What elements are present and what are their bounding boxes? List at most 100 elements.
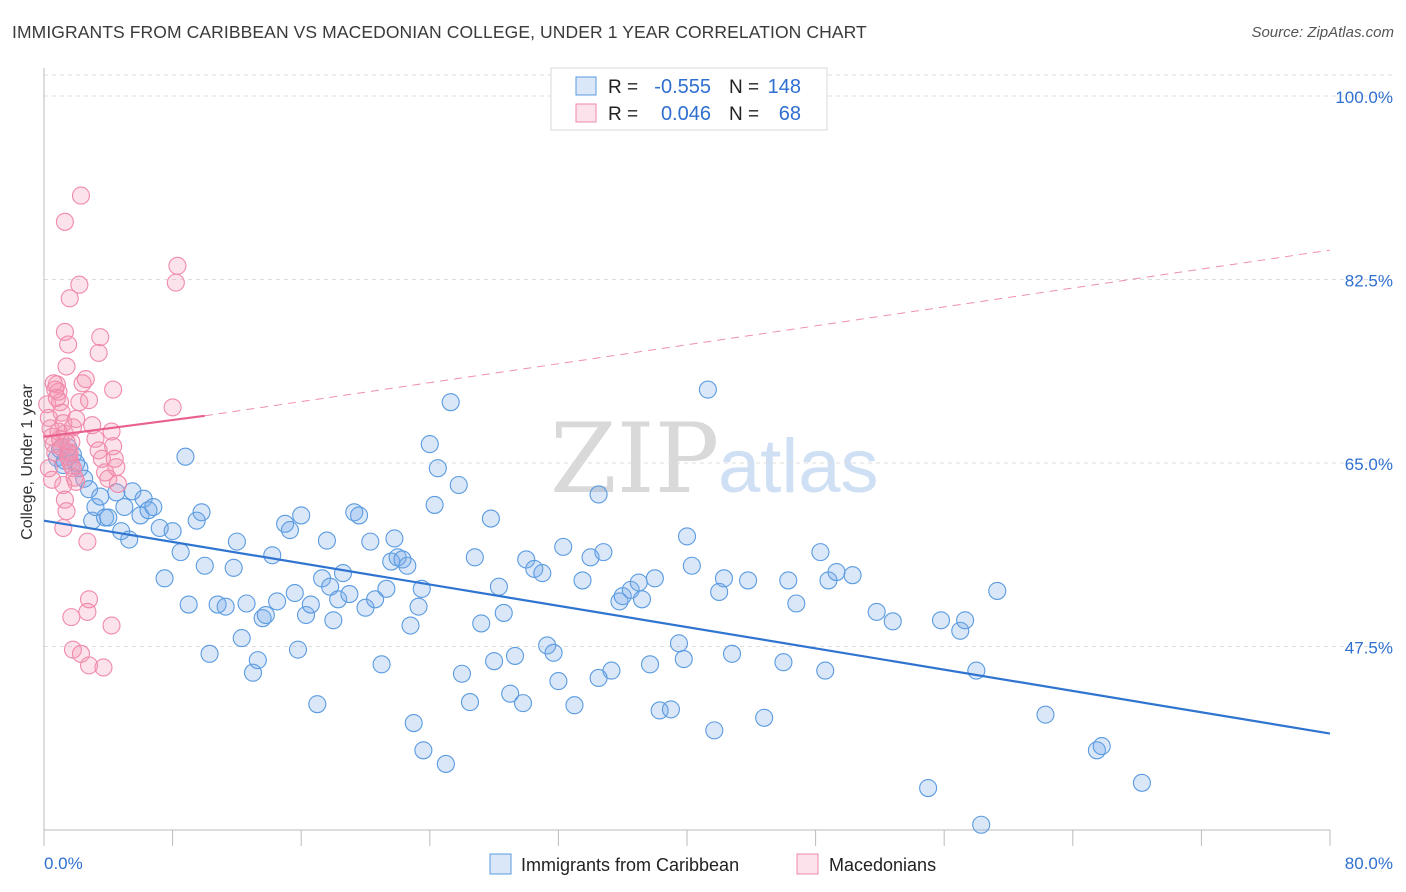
legend-r-value: 0.046 [661,103,711,125]
caribbean-point [525,559,544,578]
macedonian-point [92,449,111,468]
caribbean-point [288,640,308,659]
caribbean-point [192,503,211,522]
caribbean-point [919,779,938,798]
caribbean-point [602,661,621,680]
caribbean-point [366,590,385,609]
macedonian-point [104,380,123,399]
caribbean-point [494,603,513,622]
caribbean-point [843,566,862,585]
caribbean-point [372,655,391,674]
caribbean-point [533,564,552,583]
caribbean-point [280,521,299,540]
caribbean-point [705,721,724,740]
macedonian-point [76,370,95,389]
caribbean-point [698,380,717,399]
caribbean-point [669,634,689,653]
legend-r-label: R = [608,104,638,125]
caribbean-point [200,644,219,663]
legend-swatch-caribbean [489,853,512,875]
caribbean-point [827,562,846,582]
caribbean-point [513,694,533,713]
macedonian-point [67,409,86,428]
y-tick-label: 47.5% [1345,638,1393,657]
caribbean-point [385,529,404,548]
caribbean-point [661,700,680,719]
caribbean-point [224,558,243,577]
chart-title: IMMIGRANTS FROM CARIBBEAN VS MACEDONIAN … [12,22,867,42]
caribbean-point [301,595,320,614]
caribbean-point [883,612,902,631]
caribbean-point [248,651,267,670]
legend-swatch-caribbean [575,76,597,96]
watermark-zip: ZIP [550,403,719,515]
caribbean-point [176,447,195,466]
legend-swatch-macedonian [796,853,819,875]
caribbean-point [1036,705,1055,724]
macedonian-point [60,289,79,308]
caribbean-point [441,393,460,412]
caribbean-point [1132,773,1151,792]
source-label: Source: ZipAtlas.com [1251,24,1394,41]
macedonian-point [63,640,82,659]
caribbean-point [414,741,433,760]
caribbean-point [481,509,500,528]
caribbean-point [232,629,251,648]
macedonian-point [107,458,126,477]
caribbean-point [227,532,246,551]
macedonian-point [163,398,182,417]
macedonian-point [57,502,76,521]
caribbean-point [99,508,118,527]
caribbean-point [714,569,734,588]
caribbean-point [565,696,584,715]
macedonian-point [63,459,82,478]
caribbean-point [296,605,316,625]
caribbean-point [285,583,304,603]
macedonian-point [78,532,97,551]
macedonian-point [94,658,113,677]
caribbean-point [393,550,412,569]
macedonian-point [62,608,81,627]
caribbean-point [739,571,758,590]
macedonian-point [91,328,110,347]
caribbean-point [472,614,491,633]
legend-n-label: N = [729,104,759,125]
y-axis-label: College, Under 1 year [19,384,36,540]
macedonian-point [79,656,99,675]
macedonian-point [59,335,78,354]
caribbean-point [779,571,798,590]
caribbean-point [774,653,793,672]
caribbean-point [333,564,353,583]
macedonian-point [55,490,74,509]
macedonian-point [79,391,99,410]
macedonian-point [78,602,97,621]
legend-n-value: 68 [779,103,801,125]
caribbean-point [505,646,525,665]
caribbean-point [420,435,439,454]
macedonian-point [44,374,63,393]
caribbean-point [465,548,484,567]
caribbean-point [1092,737,1111,756]
caribbean-point [187,511,206,530]
macedonian-point [57,357,76,376]
caribbean-point [123,482,142,501]
caribbean-point [428,459,447,478]
caribbean-point [436,754,455,773]
caribbean-point [489,577,508,596]
caribbean-point [345,503,364,522]
macedonian-point [39,459,58,478]
caribbean-point [573,571,592,590]
caribbean-point [645,569,664,588]
caribbean-point [501,684,520,703]
caribbean-point [589,485,608,504]
caribbean-point [139,501,158,520]
legend-r-label: R = [608,77,638,98]
caribbean-point [115,497,134,517]
caribbean-point [340,585,359,604]
caribbean-point [632,590,652,609]
caribbean-point [268,592,287,611]
macedonian-trend-extension [204,249,1331,417]
caribbean-point [263,546,282,565]
caribbean-point [629,573,648,592]
macedonian-trend-line [43,414,205,438]
